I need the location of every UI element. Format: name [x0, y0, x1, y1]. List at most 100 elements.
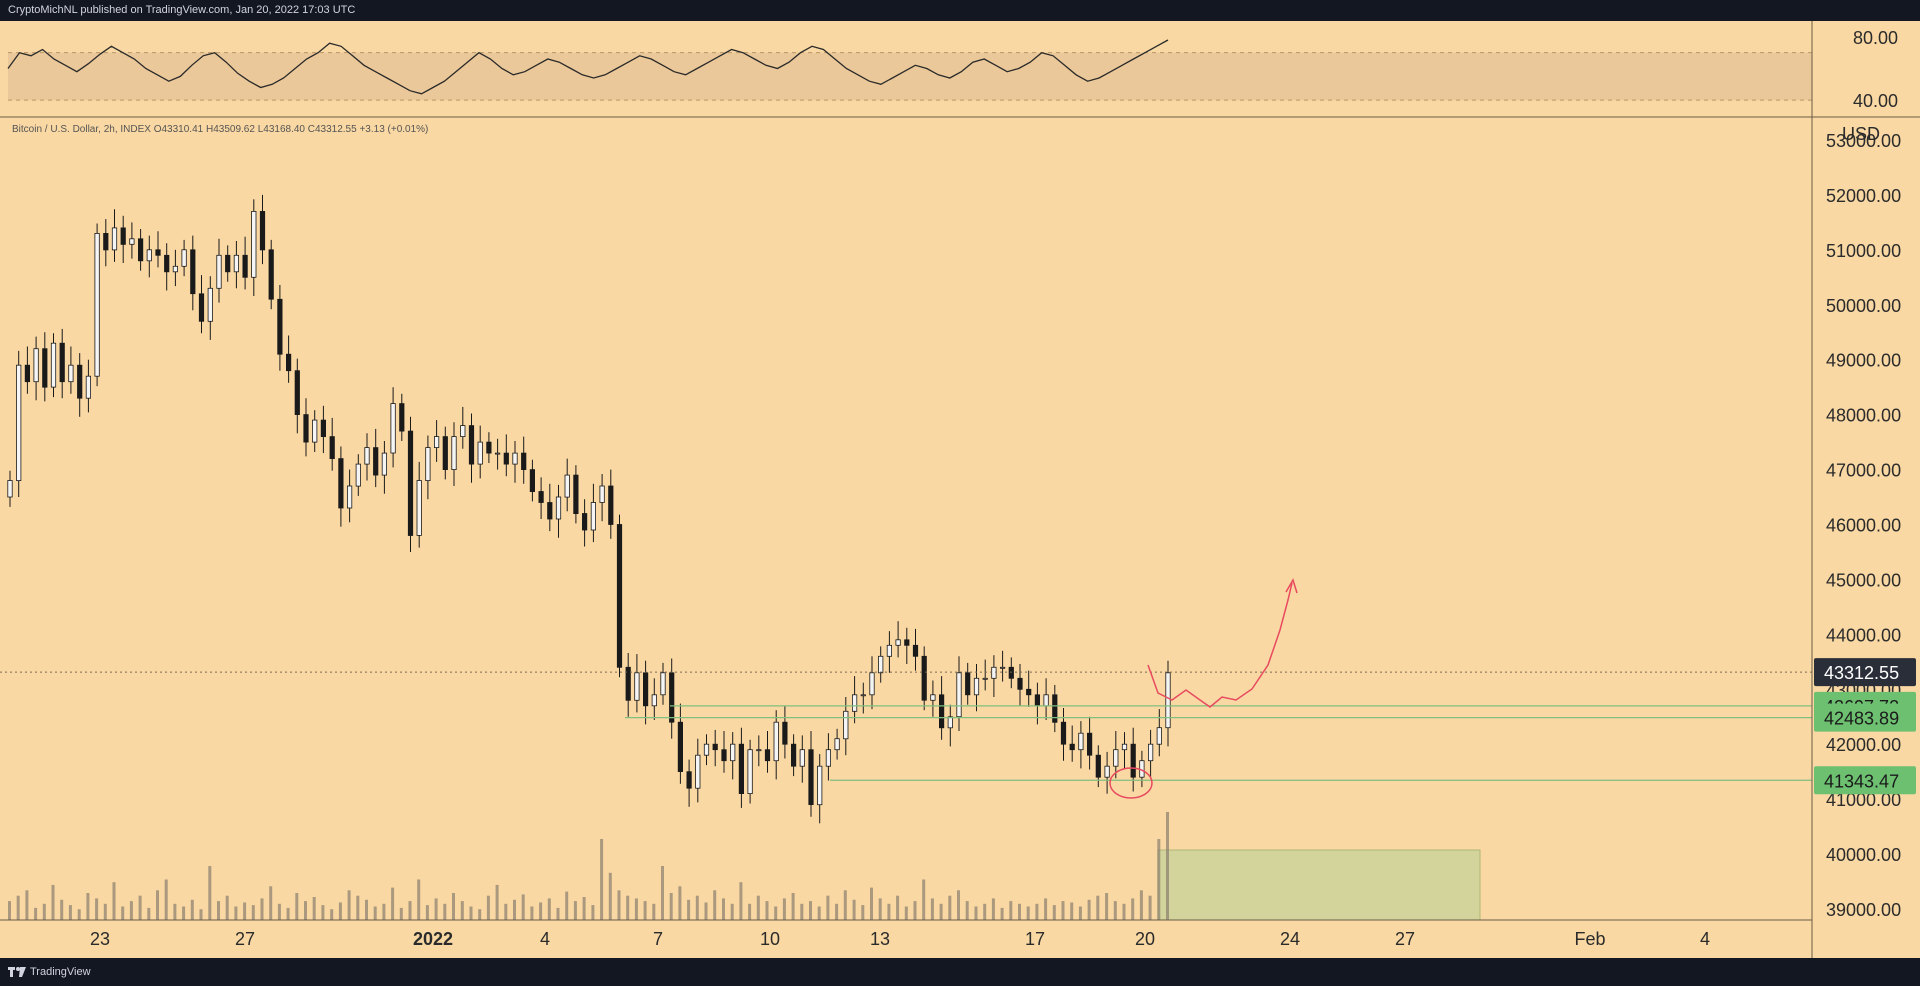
candle-body — [660, 672, 666, 696]
volume-bar — [68, 905, 72, 920]
volume-bar — [434, 898, 438, 920]
oscillator-line — [7, 39, 1169, 95]
volume-bar — [304, 901, 307, 920]
volume-bar — [1070, 902, 1074, 921]
volume-bar — [452, 893, 455, 920]
candle-body — [1008, 666, 1014, 679]
y-unit-label: USD — [1842, 124, 1880, 144]
volume-bar — [478, 909, 482, 920]
volume-bar — [774, 906, 778, 920]
volume-bar — [208, 866, 212, 920]
volume-bar — [173, 903, 177, 920]
candle-body — [843, 710, 849, 740]
volume-bar — [687, 899, 691, 921]
volume-bar — [129, 901, 133, 920]
candle-body — [573, 474, 579, 515]
volume-bar — [991, 898, 995, 920]
volume-bar — [957, 890, 960, 920]
candle-body — [33, 348, 39, 383]
candle-body — [817, 765, 823, 806]
candle-body — [852, 694, 858, 712]
last-price-tag-bg — [1814, 658, 1916, 687]
volume-bar — [103, 903, 107, 920]
candle-body — [730, 743, 736, 762]
time-tick-label: Feb — [1574, 929, 1605, 949]
candle-body — [312, 419, 318, 443]
volume-bar — [382, 903, 386, 920]
volume-bar — [60, 899, 64, 921]
support-price-tag: 41343.47 — [1824, 771, 1899, 791]
volume-bar — [922, 879, 926, 920]
candle-body — [285, 353, 292, 372]
volume-bar — [539, 902, 543, 921]
candle-body — [172, 265, 178, 273]
volume-bar — [817, 906, 821, 920]
volume-bar — [713, 890, 717, 920]
candle-body — [703, 743, 710, 756]
support-price-tag-bg — [1814, 766, 1916, 795]
volume-bar — [77, 909, 81, 920]
time-tick-label: 4 — [1700, 929, 1710, 949]
volume-bar — [356, 895, 360, 920]
volume-bar — [791, 893, 795, 920]
volume-bar — [669, 893, 673, 920]
candle-body — [773, 721, 779, 762]
time-tick-label: 20 — [1135, 929, 1155, 949]
publisher-bar: CryptoMichNL published on TradingView.co… — [0, 0, 1920, 21]
volume-bar — [521, 894, 525, 921]
time-tick-label: 17 — [1025, 929, 1045, 949]
price-tick-label: 51000.00 — [1826, 241, 1901, 261]
candle-body — [120, 227, 126, 245]
candle-body — [486, 441, 492, 454]
candle-body — [555, 496, 562, 520]
price-pane — [0, 194, 1812, 921]
volume-bar — [573, 901, 577, 920]
volume-bar — [95, 898, 99, 920]
volume-bar — [948, 895, 952, 920]
volume-bar — [182, 906, 186, 920]
volume-bar — [365, 899, 368, 921]
candle-body — [721, 749, 727, 762]
volume-bar — [678, 886, 682, 921]
price-tick-label: 46000.00 — [1826, 515, 1901, 535]
volume-bar — [138, 895, 142, 920]
candle-body — [808, 749, 814, 806]
candle-body — [651, 694, 657, 707]
candle-body — [155, 249, 161, 256]
candle-body — [860, 694, 866, 697]
volume-bar — [1113, 901, 1117, 920]
candle-body — [77, 364, 83, 399]
volume-bar — [661, 866, 664, 920]
candle-body — [747, 749, 753, 795]
candle-body — [904, 639, 910, 646]
volume-bar — [870, 887, 873, 920]
volume-bar — [164, 879, 168, 920]
candle-body — [181, 249, 187, 267]
volume-bar — [582, 897, 586, 920]
candle-body — [216, 254, 222, 289]
candle-body — [259, 210, 266, 251]
candle-body — [965, 672, 971, 696]
candle-body — [825, 749, 832, 767]
candle-body — [346, 485, 353, 509]
candle-body — [7, 480, 13, 498]
candle-body — [782, 721, 788, 745]
candle-body — [1017, 677, 1023, 690]
volume-bar — [321, 905, 325, 920]
volume-bar — [1131, 898, 1135, 920]
volume-bar — [643, 901, 647, 920]
price-tick-label: 50000.00 — [1826, 296, 1901, 316]
candle-body — [24, 364, 31, 383]
candle-body — [669, 672, 675, 723]
volume-bar — [1026, 906, 1030, 920]
candle-body — [712, 743, 718, 751]
candle-body — [242, 254, 248, 278]
candle-body — [564, 474, 570, 498]
candle-body — [625, 666, 631, 701]
oscillator-tick-label: 40.00 — [1853, 91, 1898, 111]
candle-body — [1104, 765, 1110, 778]
candle-body — [590, 502, 597, 531]
volume-bar — [704, 902, 708, 921]
candle-body — [1069, 743, 1075, 751]
